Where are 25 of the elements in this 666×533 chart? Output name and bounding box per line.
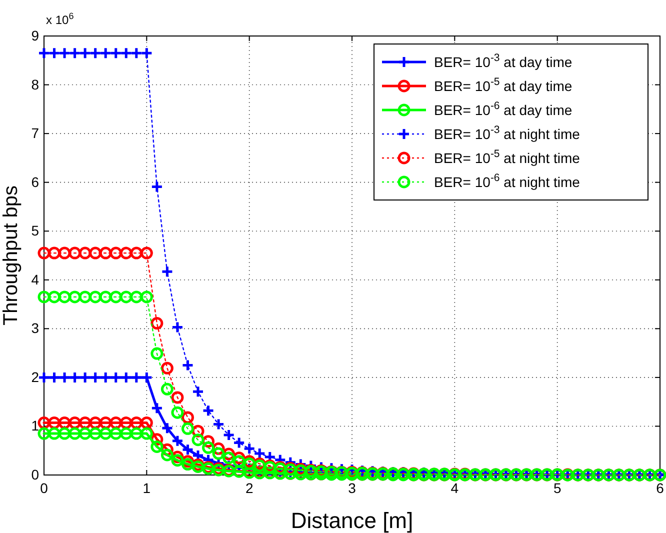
y-tick-label: 5 xyxy=(31,222,40,239)
legend-label: BER= 10$^{-5}$ at day time xyxy=(434,76,572,94)
text: x 10$^{6}$ xyxy=(46,11,74,27)
x-tick-label: 1 xyxy=(142,480,151,496)
y-tick-label: 9 xyxy=(31,27,40,44)
y-tick-label: 0 xyxy=(31,466,40,482)
legend-label: BER= 10$^{-3}$ at night time xyxy=(434,124,580,142)
x-tick-label: 6 xyxy=(656,480,664,496)
y-tick-label: 3 xyxy=(31,320,40,336)
x-axis-title: Distance [m] xyxy=(290,508,414,533)
legend-label: BER= 10$^{-6}$ at night time xyxy=(434,172,580,190)
y-tick-label: 1 xyxy=(31,418,40,434)
x-tick-label: 4 xyxy=(450,480,459,496)
x-tick-label: 2 xyxy=(245,480,254,496)
legend-label: BER= 10$^{-3}$ at day time xyxy=(434,52,572,70)
x-tick-label: 5 xyxy=(553,480,562,496)
y-tick-label: 7 xyxy=(31,125,40,142)
y-axis-title: Throughput bps xyxy=(0,185,22,326)
x-tick-label: 3 xyxy=(348,480,356,496)
legend-label: BER= 10$^{-5}$ at night time xyxy=(434,148,580,166)
y-tick-label: 4 xyxy=(31,271,40,288)
y-tick-label: 2 xyxy=(31,368,40,385)
y-tick-label: 6 xyxy=(31,174,40,190)
legend-label: BER= 10$^{-6}$ at day time xyxy=(434,100,572,118)
y-tick-label: 8 xyxy=(31,76,40,92)
